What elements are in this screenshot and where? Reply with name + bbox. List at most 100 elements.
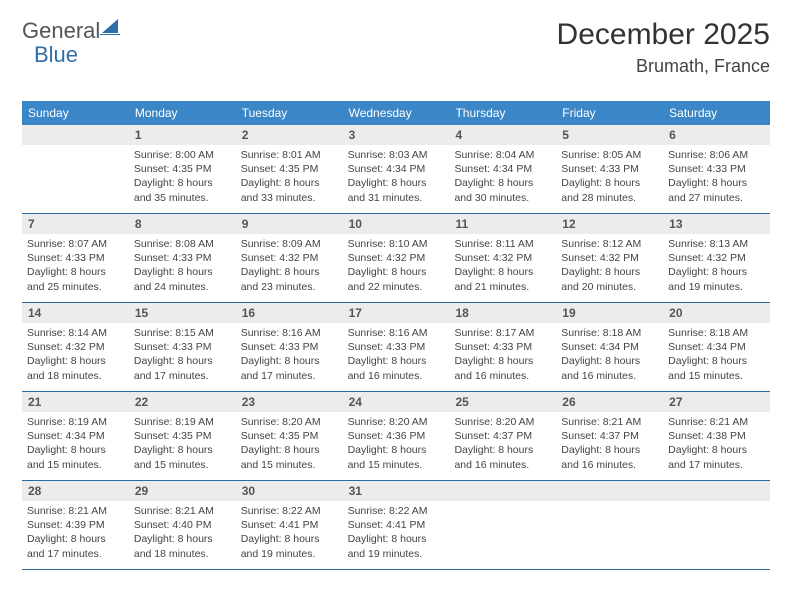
- sunrise-text: Sunrise: 8:19 AM: [27, 415, 124, 429]
- day-info: Sunrise: 8:00 AMSunset: 4:35 PMDaylight:…: [129, 145, 236, 211]
- day-number: 16: [236, 303, 343, 323]
- week-row: 28Sunrise: 8:21 AMSunset: 4:39 PMDayligh…: [22, 481, 770, 570]
- day-cell: 14Sunrise: 8:14 AMSunset: 4:32 PMDayligh…: [22, 303, 129, 391]
- day-cell: 15Sunrise: 8:15 AMSunset: 4:33 PMDayligh…: [129, 303, 236, 391]
- day-cell: 17Sunrise: 8:16 AMSunset: 4:33 PMDayligh…: [343, 303, 450, 391]
- day-info: Sunrise: 8:07 AMSunset: 4:33 PMDaylight:…: [22, 234, 129, 300]
- day-number: 12: [556, 214, 663, 234]
- day-info: Sunrise: 8:21 AMSunset: 4:40 PMDaylight:…: [129, 501, 236, 567]
- sunset-text: Sunset: 4:34 PM: [348, 162, 445, 176]
- sunrise-text: Sunrise: 8:20 AM: [454, 415, 551, 429]
- sunrise-text: Sunrise: 8:12 AM: [561, 237, 658, 251]
- day-number: 29: [129, 481, 236, 501]
- sunset-text: Sunset: 4:36 PM: [348, 429, 445, 443]
- day-cell: 12Sunrise: 8:12 AMSunset: 4:32 PMDayligh…: [556, 214, 663, 302]
- daylight-text: Daylight: 8 hours and 16 minutes.: [454, 443, 551, 471]
- day-info: Sunrise: 8:16 AMSunset: 4:33 PMDaylight:…: [343, 323, 450, 389]
- sunrise-text: Sunrise: 8:16 AM: [348, 326, 445, 340]
- day-info: Sunrise: 8:14 AMSunset: 4:32 PMDaylight:…: [22, 323, 129, 389]
- sunrise-text: Sunrise: 8:22 AM: [241, 504, 338, 518]
- daylight-text: Daylight: 8 hours and 23 minutes.: [241, 265, 338, 293]
- day-info: Sunrise: 8:21 AMSunset: 4:39 PMDaylight:…: [22, 501, 129, 567]
- sunset-text: Sunset: 4:39 PM: [27, 518, 124, 532]
- day-info: Sunrise: 8:09 AMSunset: 4:32 PMDaylight:…: [236, 234, 343, 300]
- daylight-text: Daylight: 8 hours and 22 minutes.: [348, 265, 445, 293]
- day-cell: 3Sunrise: 8:03 AMSunset: 4:34 PMDaylight…: [343, 125, 450, 213]
- location-label: Brumath, France: [557, 56, 770, 77]
- day-cell: 8Sunrise: 8:08 AMSunset: 4:33 PMDaylight…: [129, 214, 236, 302]
- day-cell: [663, 481, 770, 569]
- daylight-text: Daylight: 8 hours and 25 minutes.: [27, 265, 124, 293]
- sunrise-text: Sunrise: 8:17 AM: [454, 326, 551, 340]
- day-cell: 1Sunrise: 8:00 AMSunset: 4:35 PMDaylight…: [129, 125, 236, 213]
- daylight-text: Daylight: 8 hours and 15 minutes.: [668, 354, 765, 382]
- day-cell: 10 Sunrise: 8:10 AMSunset: 4:32 PMDayligh…: [343, 214, 450, 302]
- sunset-text: Sunset: 4:33 PM: [134, 251, 231, 265]
- sunset-text: Sunset: 4:34 PM: [668, 340, 765, 354]
- day-number: 10: [343, 214, 450, 234]
- daylight-text: Daylight: 8 hours and 18 minutes.: [27, 354, 124, 382]
- sunrise-text: Sunrise: 8:14 AM: [27, 326, 124, 340]
- daylight-text: Daylight: 8 hours and 15 minutes.: [241, 443, 338, 471]
- day-cell: 24Sunrise: 8:20 AMSunset: 4:36 PMDayligh…: [343, 392, 450, 480]
- sunrise-text: Sunrise: 8:07 AM: [27, 237, 124, 251]
- sunset-text: Sunset: 4:35 PM: [134, 162, 231, 176]
- day-number: 8: [129, 214, 236, 234]
- day-info: Sunrise: 8:15 AMSunset: 4:33 PMDaylight:…: [129, 323, 236, 389]
- sunset-text: Sunset: 4:34 PM: [454, 162, 551, 176]
- day-number: 14: [22, 303, 129, 323]
- day-info: Sunrise: 8:20 AMSunset: 4:37 PMDaylight:…: [449, 412, 556, 478]
- day-number: 20: [663, 303, 770, 323]
- day-cell: [22, 125, 129, 213]
- sunrise-text: Sunrise: 8:11 AM: [454, 237, 551, 251]
- daylight-text: Daylight: 8 hours and 17 minutes.: [134, 354, 231, 382]
- page: General December 2025 Brumath, France Bl…: [0, 0, 792, 588]
- sunrise-text: Sunrise: 8:21 AM: [27, 504, 124, 518]
- sunrise-text: Sunrise: 8:09 AM: [241, 237, 338, 251]
- day-info: Sunrise: 8:18 AMSunset: 4:34 PMDaylight:…: [663, 323, 770, 389]
- daylight-text: Daylight: 8 hours and 19 minutes.: [241, 532, 338, 560]
- day-number: 11: [449, 214, 556, 234]
- day-number: 17: [343, 303, 450, 323]
- daylight-text: Daylight: 8 hours and 17 minutes.: [27, 532, 124, 560]
- day-info: Sunrise: 8:20 AMSunset: 4:35 PMDaylight:…: [236, 412, 343, 478]
- day-info: Sunrise: 8:05 AMSunset: 4:33 PMDaylight:…: [556, 145, 663, 211]
- daylight-text: Daylight: 8 hours and 27 minutes.: [668, 176, 765, 204]
- day-info: Sunrise: 8:21 AMSunset: 4:38 PMDaylight:…: [663, 412, 770, 478]
- sunset-text: Sunset: 4:33 PM: [348, 340, 445, 354]
- day-info: Sunrise: 8:22 AMSunset: 4:41 PMDaylight:…: [343, 501, 450, 567]
- day-number: 4: [449, 125, 556, 145]
- daylight-text: Daylight: 8 hours and 35 minutes.: [134, 176, 231, 204]
- calendar: Sunday Monday Tuesday Wednesday Thursday…: [22, 101, 770, 570]
- day-info: Sunrise: 8:19 AMSunset: 4:34 PMDaylight:…: [22, 412, 129, 478]
- daylight-text: Daylight: 8 hours and 16 minutes.: [561, 443, 658, 471]
- sunrise-text: Sunrise: 8:15 AM: [134, 326, 231, 340]
- day-info: Sunrise: 8:18 AMSunset: 4:34 PMDaylight:…: [556, 323, 663, 389]
- sunrise-text: Sunrise: 8:22 AM: [348, 504, 445, 518]
- daylight-text: Daylight: 8 hours and 18 minutes.: [134, 532, 231, 560]
- sunrise-text: Sunrise: 8:00 AM: [134, 148, 231, 162]
- day-number: 19: [556, 303, 663, 323]
- weekday-header: Monday: [129, 101, 236, 125]
- sunrise-text: Sunrise: 8:10 AM: [348, 237, 445, 251]
- week-row: 14Sunrise: 8:14 AMSunset: 4:32 PMDayligh…: [22, 303, 770, 392]
- sunset-text: Sunset: 4:38 PM: [668, 429, 765, 443]
- sunset-text: Sunset: 4:32 PM: [348, 251, 445, 265]
- sunset-text: Sunset: 4:40 PM: [134, 518, 231, 532]
- day-info: Sunrise: 8:08 AMSunset: 4:33 PMDaylight:…: [129, 234, 236, 300]
- sunset-text: Sunset: 4:33 PM: [668, 162, 765, 176]
- day-cell: 4Sunrise: 8:04 AMSunset: 4:34 PMDaylight…: [449, 125, 556, 213]
- sunset-text: Sunset: 4:32 PM: [668, 251, 765, 265]
- day-cell: 27Sunrise: 8:21 AMSunset: 4:38 PMDayligh…: [663, 392, 770, 480]
- daylight-text: Daylight: 8 hours and 16 minutes.: [454, 354, 551, 382]
- day-number: 2: [236, 125, 343, 145]
- sunset-text: Sunset: 4:33 PM: [134, 340, 231, 354]
- week-row: 7Sunrise: 8:07 AMSunset: 4:33 PMDaylight…: [22, 214, 770, 303]
- day-cell: 25Sunrise: 8:20 AMSunset: 4:37 PMDayligh…: [449, 392, 556, 480]
- sunset-text: Sunset: 4:37 PM: [454, 429, 551, 443]
- day-number: 7: [22, 214, 129, 234]
- daylight-text: Daylight: 8 hours and 15 minutes.: [134, 443, 231, 471]
- daylight-text: Daylight: 8 hours and 19 minutes.: [348, 532, 445, 560]
- day-number: 1: [129, 125, 236, 145]
- day-cell: [449, 481, 556, 569]
